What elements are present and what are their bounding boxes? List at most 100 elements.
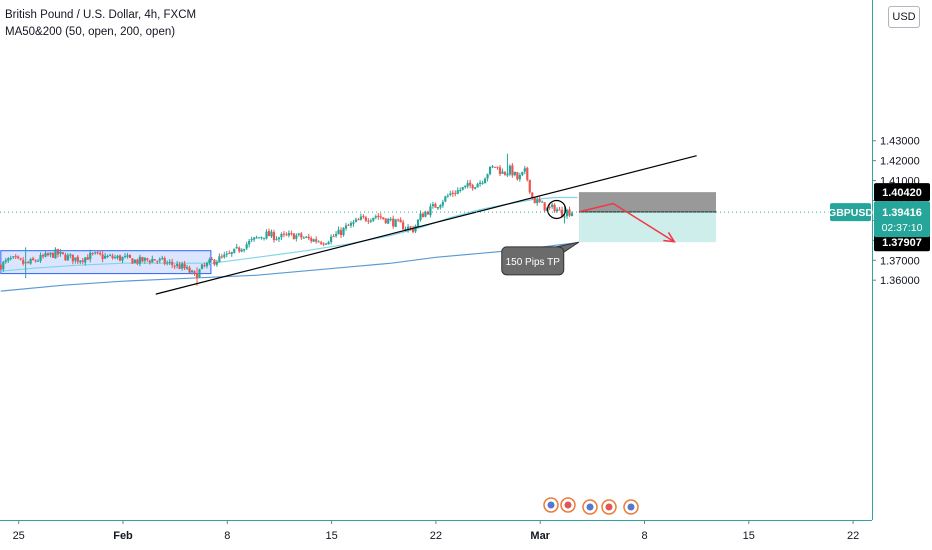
candle-body xyxy=(141,256,144,262)
candle-body xyxy=(46,253,50,256)
candle-body xyxy=(275,238,278,240)
candle-body xyxy=(64,254,67,261)
candle-body xyxy=(143,257,146,261)
bar-countdown: 02:37:10 xyxy=(882,222,923,234)
candle-body xyxy=(434,203,437,208)
candle-body xyxy=(421,213,425,218)
candle-body xyxy=(466,183,469,187)
candle-body xyxy=(402,222,405,230)
candle-body xyxy=(108,255,112,257)
candle-body xyxy=(272,232,276,241)
candle-body xyxy=(203,265,206,267)
price-tag-target-bg xyxy=(874,233,930,252)
candle-body xyxy=(118,255,122,261)
y-tick-label: 1.36000 xyxy=(880,275,920,287)
candle-body xyxy=(506,173,509,176)
candle-body xyxy=(536,199,539,204)
candle-body xyxy=(392,218,395,227)
candle-body xyxy=(521,171,524,175)
candle-body xyxy=(461,187,464,190)
candle-body xyxy=(116,255,119,258)
x-tick-label: 15 xyxy=(743,530,755,542)
candle-body xyxy=(19,258,22,260)
candle-body xyxy=(262,237,266,239)
candle-body xyxy=(260,237,263,239)
candle-body xyxy=(369,220,372,222)
candle-body xyxy=(210,259,214,261)
indicator-legend[interactable]: MA50&200 (50, open, 200, open) xyxy=(5,26,176,38)
candle-body xyxy=(198,269,201,278)
candle-body xyxy=(441,202,444,206)
candle-body xyxy=(257,237,261,239)
candle-body xyxy=(282,233,286,235)
candle-body xyxy=(280,233,283,238)
candle-body xyxy=(200,264,204,269)
candle-body xyxy=(486,174,489,179)
candle-body xyxy=(24,262,27,264)
candle-body xyxy=(295,235,298,239)
candle-body xyxy=(255,237,258,239)
candle-body xyxy=(302,237,305,239)
candle-body xyxy=(7,258,10,261)
price-tag-target: 1.37907 xyxy=(882,237,922,249)
candle-body xyxy=(406,226,410,230)
price-tag-stop: 1.40420 xyxy=(882,187,922,199)
plot-area: 150 Pips TP xyxy=(0,153,717,295)
candle-body xyxy=(312,239,315,242)
candle-body xyxy=(446,195,449,197)
candle-body xyxy=(240,249,243,252)
candle-body xyxy=(325,243,328,245)
x-tick-label: 8 xyxy=(641,530,647,542)
candle-body xyxy=(352,222,355,224)
candle-body xyxy=(163,258,166,264)
candle-body xyxy=(310,238,313,242)
candle-body xyxy=(543,202,546,211)
candle-body xyxy=(96,252,99,254)
candle-body xyxy=(531,192,534,198)
candle-body xyxy=(178,264,181,269)
candles xyxy=(0,153,574,286)
candle-body xyxy=(215,261,218,265)
candle-body xyxy=(29,259,32,264)
callout-text: 150 Pips TP xyxy=(506,257,561,268)
candle-body xyxy=(555,209,559,212)
candle-body xyxy=(205,262,209,267)
event-flag-icon xyxy=(547,501,555,509)
candle-body xyxy=(121,256,124,261)
candle-body xyxy=(533,197,536,204)
candle-body xyxy=(66,255,69,261)
candle-body xyxy=(526,167,529,180)
candle-body xyxy=(454,193,457,195)
candle-body xyxy=(359,216,363,220)
candle-body xyxy=(362,215,365,217)
candle-body xyxy=(123,255,127,257)
candle-body xyxy=(337,229,340,235)
candle-body xyxy=(481,182,484,184)
candle-body xyxy=(61,252,65,254)
candle-body xyxy=(0,264,2,270)
candle-body xyxy=(528,179,531,193)
candle-body xyxy=(133,259,137,263)
candle-body xyxy=(409,226,412,228)
price-tag-stop-bg xyxy=(874,183,930,202)
candle-body xyxy=(156,261,159,263)
candle-body xyxy=(558,209,561,211)
candle-body xyxy=(344,225,348,229)
candle-body xyxy=(277,237,281,240)
candle-body xyxy=(161,257,164,259)
take-profit-zone xyxy=(578,211,717,243)
candle-body xyxy=(136,259,139,264)
candle-body xyxy=(451,192,454,194)
currency-button[interactable]: USD xyxy=(888,6,920,28)
candle-body xyxy=(243,248,246,251)
candle-body xyxy=(39,255,42,261)
candle-body xyxy=(439,205,442,208)
candle-body xyxy=(193,271,196,274)
candle-body xyxy=(101,254,104,260)
candle-body xyxy=(22,259,25,264)
projection-arrowhead xyxy=(663,232,676,243)
candle-body xyxy=(32,258,35,261)
candle-body xyxy=(235,247,238,249)
